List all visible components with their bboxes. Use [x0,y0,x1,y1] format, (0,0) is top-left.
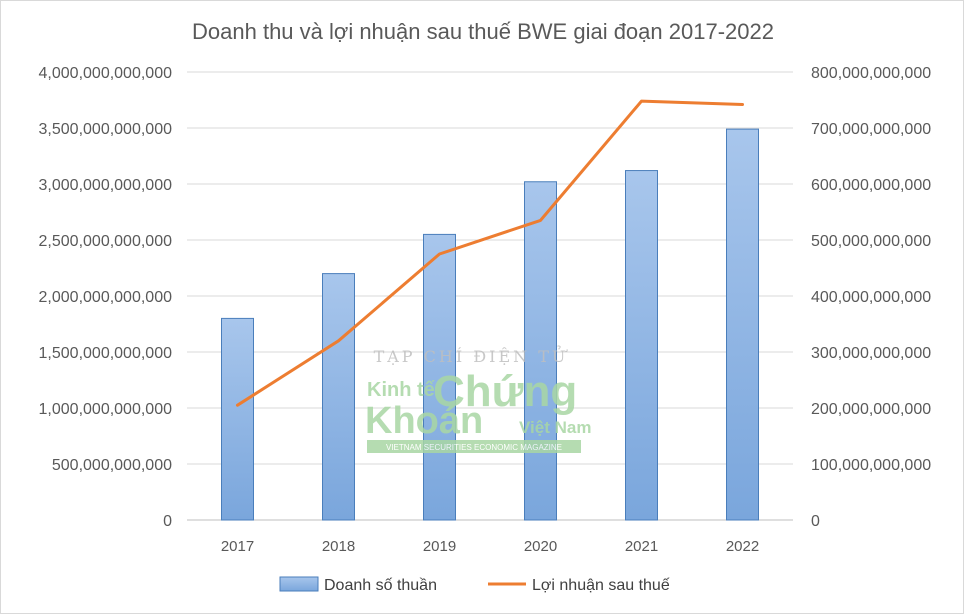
left-tick-label: 3,500,000,000,000 [39,121,173,138]
right-tick-label: 600,000,000,000 [811,177,931,194]
right-tick-label: 0 [811,513,820,530]
x-tick-label: 2020 [524,538,557,555]
legend-label-line: Lợi nhuận sau thuế [532,577,670,594]
bar [626,171,658,520]
bar-series [222,129,759,520]
bar [323,274,355,520]
watermark-tagline: VIETNAM SECURITIES ECONOMIC MAGAZINE [386,443,562,452]
right-tick-label: 800,000,000,000 [811,65,931,82]
legend: Doanh số thuần Lợi nhuận sau thuế [280,577,670,594]
watermark-khoan: Khoán [365,400,483,442]
left-tick-label: 2,500,000,000,000 [39,233,173,250]
left-tick-label: 500,000,000,000 [52,457,172,474]
left-tick-label: 2,000,000,000,000 [39,289,173,306]
x-axis-labels: 2017 2018 2019 2020 2021 2022 [221,538,759,555]
right-tick-label: 400,000,000,000 [811,289,931,306]
right-tick-label: 300,000,000,000 [811,345,931,362]
legend-label-bar: Doanh số thuần [324,577,437,594]
right-axis-ticks: 0 100,000,000,000 200,000,000,000 300,000,0… [811,65,931,530]
x-tick-label: 2019 [423,538,456,555]
right-tick-label: 200,000,000,000 [811,401,931,418]
watermark-kinh-te: Kinh tế [367,379,436,401]
right-tick-label: 500,000,000,000 [811,233,931,250]
right-tick-label: 700,000,000,000 [811,121,931,138]
watermark-line1: TẠP CHÍ ĐIỆN TỬ [374,344,569,366]
right-tick-label: 100,000,000,000 [811,457,931,474]
watermark-logo: TẠP CHÍ ĐIỆN TỬ Kinh tế Chứng Khoán Việt… [365,344,591,453]
x-tick-label: 2017 [221,538,254,555]
x-tick-label: 2018 [322,538,355,555]
bar [727,129,759,520]
chart-title: Doanh thu và lợi nhuận sau thuế BWE giai… [192,19,774,44]
left-tick-label: 0 [163,513,172,530]
left-tick-label: 1,000,000,000,000 [39,401,173,418]
x-tick-label: 2022 [726,538,759,555]
left-tick-label: 3,000,000,000,000 [39,177,173,194]
bar [222,318,254,520]
x-tick-label: 2021 [625,538,658,555]
left-tick-label: 1,500,000,000,000 [39,345,173,362]
left-axis-ticks: 0 500,000,000,000 1,000,000,000,000 1,500,0… [39,65,173,530]
watermark-viet-nam: Việt Nam [519,418,591,437]
left-tick-label: 4,000,000,000,000 [39,65,173,82]
legend-swatch-bar [280,577,318,591]
